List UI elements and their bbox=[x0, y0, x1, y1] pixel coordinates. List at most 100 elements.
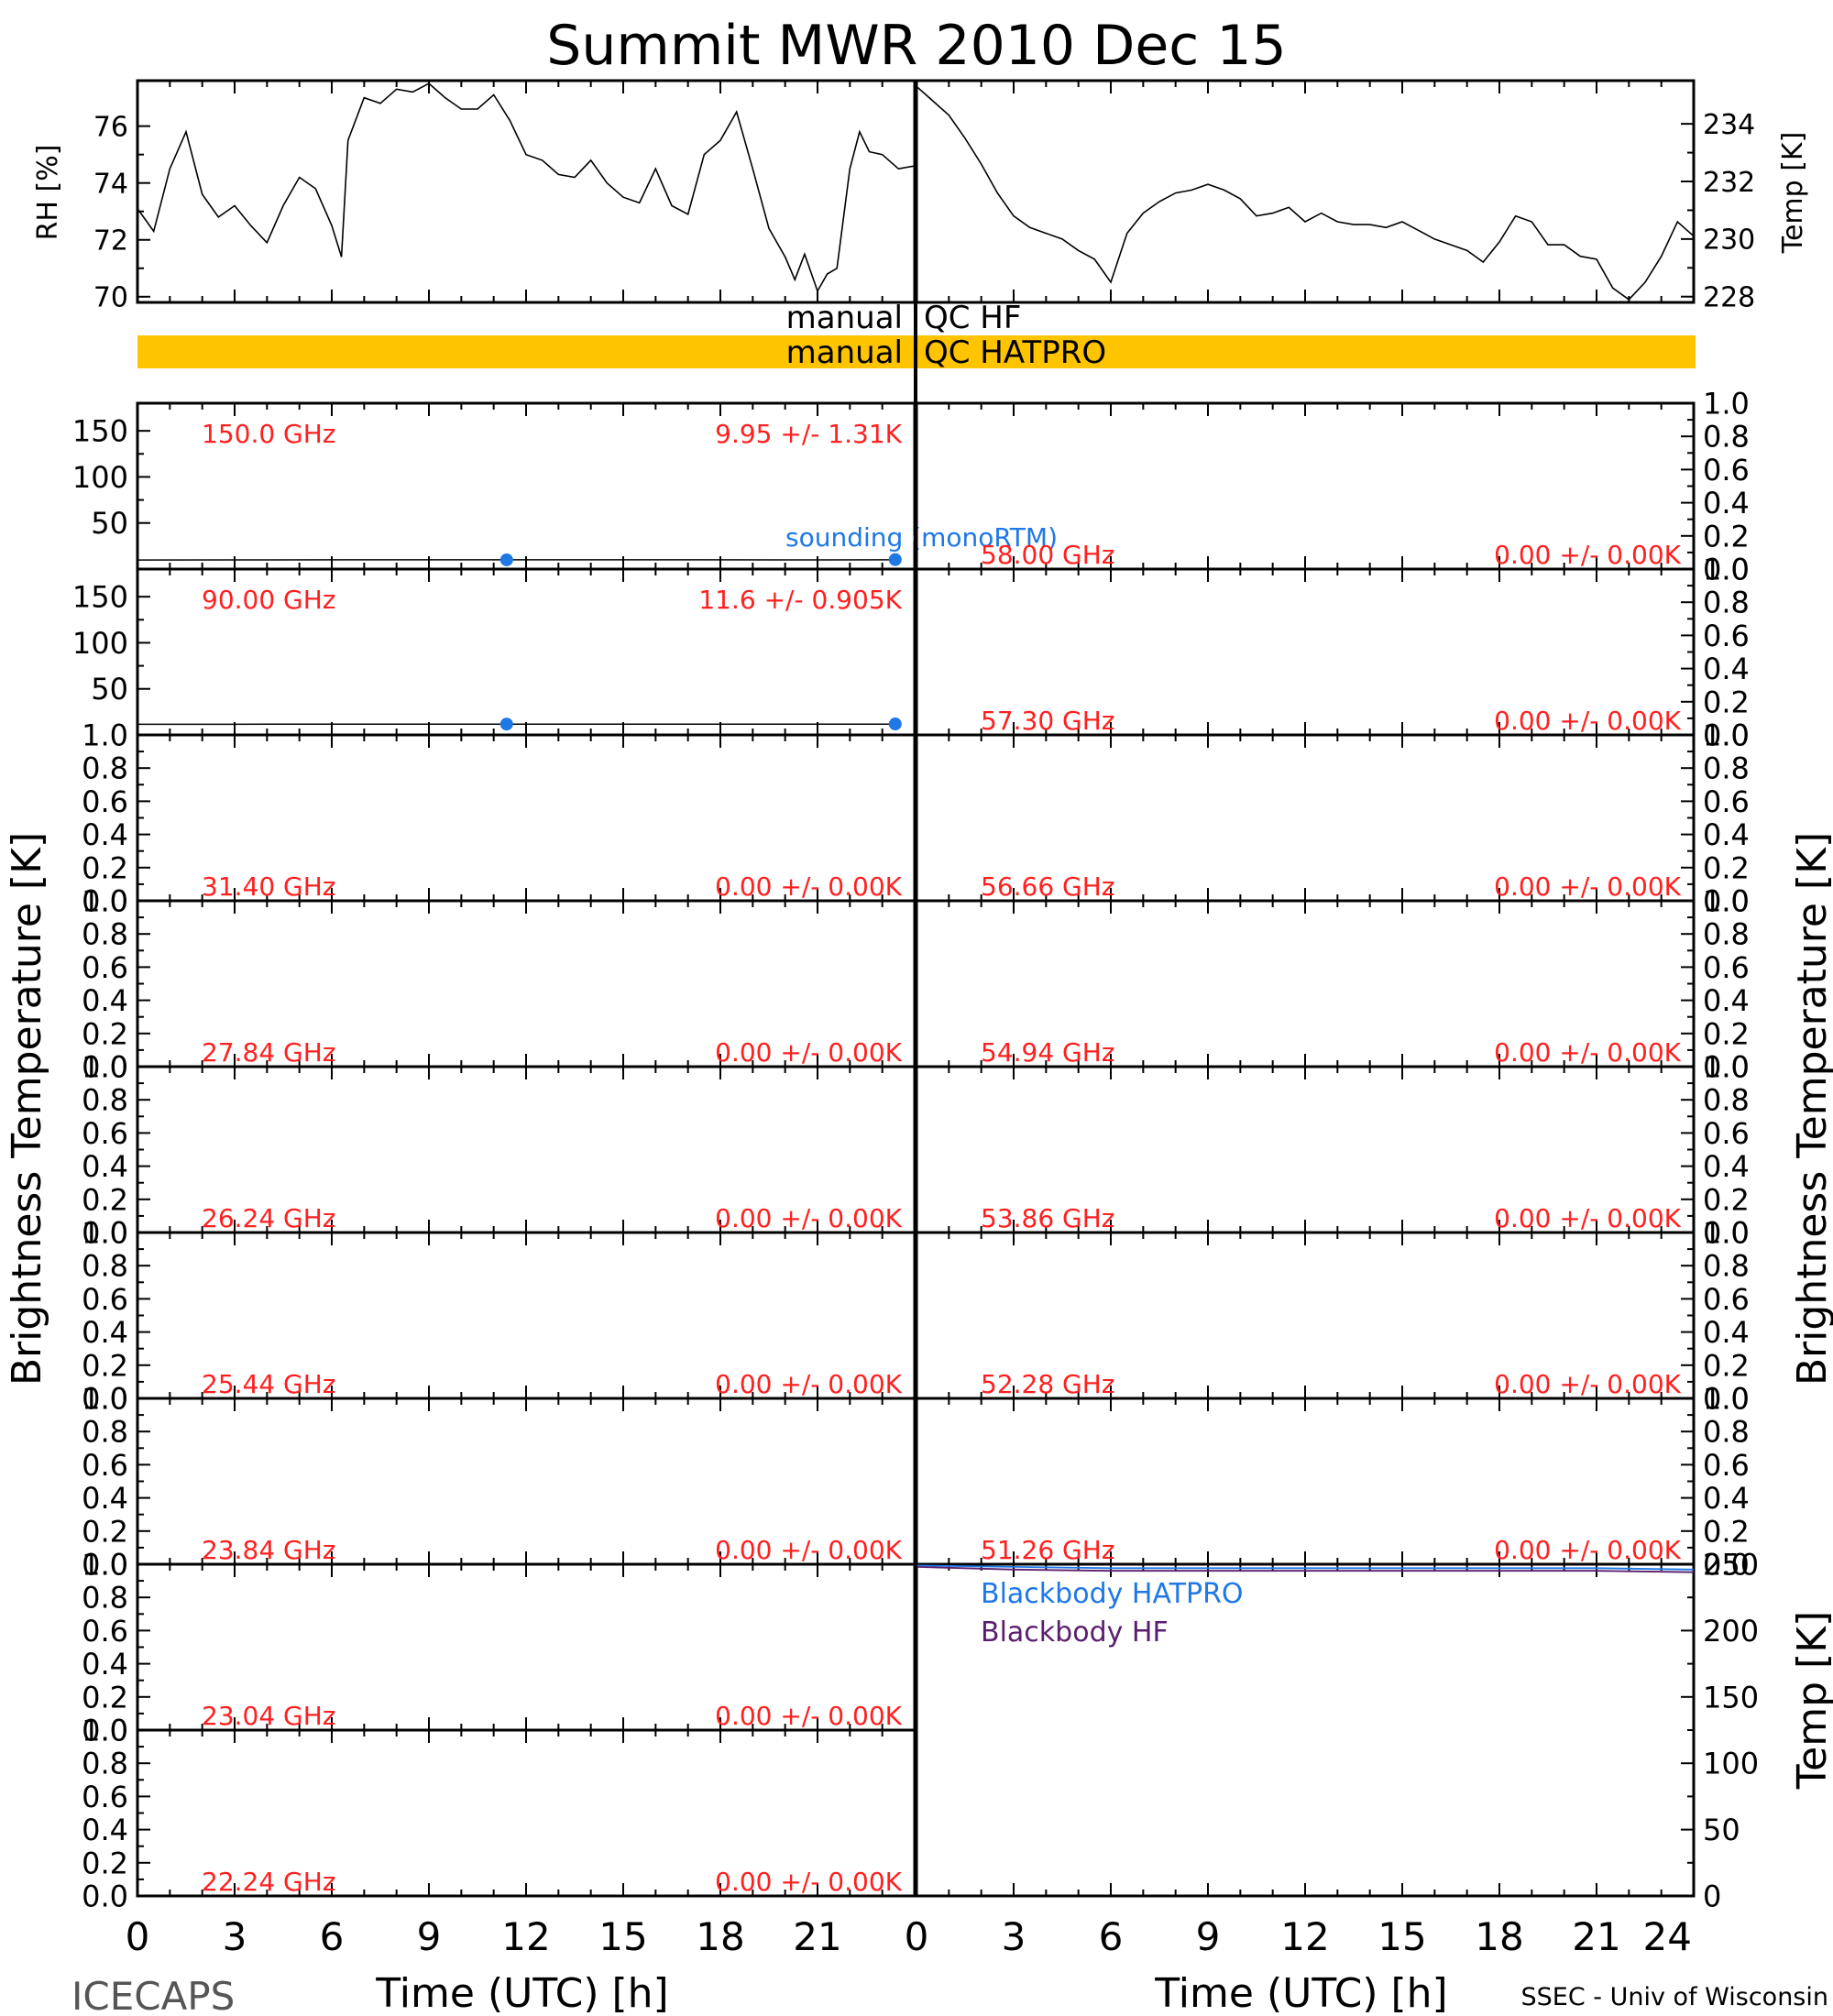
xtick-label-left: 0 bbox=[126, 1914, 150, 1959]
bt-26.24-axis-ytick-label: 0.2 bbox=[82, 1182, 128, 1217]
bt-27.84-axis-ytick-label: 0.0 bbox=[82, 1050, 128, 1085]
bt-25.44-axis-ytick-label: 0.6 bbox=[82, 1282, 128, 1317]
bt-27.84-axis-ytick-label: 0.6 bbox=[82, 950, 128, 985]
bt-56.66-axis-ytick-label: 0.8 bbox=[1703, 751, 1750, 786]
bt-25.44-axis-ytick-label: 0.0 bbox=[82, 1382, 128, 1417]
rh-ylabel: RH [%] bbox=[32, 145, 64, 241]
bt-ylabel-right: Brightness Temperature [K] bbox=[1789, 832, 1833, 1386]
bt-23.04-axis-ytick-label: 1.0 bbox=[82, 1548, 128, 1583]
bt-ylabel-left: Brightness Temperature [K] bbox=[4, 832, 50, 1386]
bt-31.40-freq-label: 31.40 GHz bbox=[202, 871, 336, 902]
bt-22.24-axis-ytick-label: 0.2 bbox=[82, 1846, 128, 1880]
bt-56.66-stats-label: 0.00 +/- 0.00K bbox=[1494, 871, 1681, 902]
xtick-label-left: 15 bbox=[598, 1914, 647, 1959]
bt-56.66-freq-label: 56.66 GHz bbox=[981, 871, 1115, 902]
xtick-label-right: 9 bbox=[1196, 1914, 1221, 1959]
bt-31.40-axis-ytick-label: 0.0 bbox=[82, 884, 128, 919]
xtick-label-right: 6 bbox=[1099, 1914, 1124, 1959]
bt-56.66-axis-ytick-label: 0.2 bbox=[1703, 850, 1750, 885]
bt-23.04-stats-label: 0.00 +/- 0.00K bbox=[715, 1701, 902, 1731]
bt-150-axis-ytick-label: 100 bbox=[72, 460, 128, 495]
bt-150-freq-label: 150.0 GHz bbox=[202, 419, 336, 449]
bt-25.44-axis-ytick-label: 0.2 bbox=[82, 1348, 128, 1383]
bt-52.28-freq-label: 52.28 GHz bbox=[981, 1369, 1115, 1399]
bt-51.26-axis-ytick-label: 0.0 bbox=[1703, 1548, 1750, 1583]
bt-54.94-axis-ytick-label: 0.8 bbox=[1703, 917, 1750, 952]
bt-52.28-axis-ytick-label: 0.6 bbox=[1703, 1282, 1750, 1317]
temp-ylabel: Temp [K] bbox=[1777, 132, 1809, 255]
bt-23.84-axis-ytick-label: 1.0 bbox=[82, 1382, 128, 1417]
xtick-label-left: 12 bbox=[501, 1914, 550, 1959]
bt-58.00-freq-label: 58.00 GHz bbox=[981, 540, 1115, 570]
xtick-label-right: 12 bbox=[1280, 1914, 1329, 1959]
xtick-label-right: 3 bbox=[1002, 1914, 1026, 1959]
blackbody-axis-ytick-label: 200 bbox=[1703, 1614, 1759, 1649]
bt-53.86-axis-ytick-label: 0.8 bbox=[1703, 1083, 1750, 1118]
bt-150-sounding-point bbox=[888, 553, 902, 566]
bt-58.00-axis-ytick-label: 0.6 bbox=[1703, 453, 1750, 488]
temp-axis-ytick-label: 232 bbox=[1703, 167, 1755, 199]
bt-22.24-freq-label: 22.24 GHz bbox=[202, 1867, 336, 1897]
xtick-label-left: 6 bbox=[320, 1914, 345, 1959]
temp-line bbox=[916, 85, 1695, 301]
qc-hf-label-right: QC HF bbox=[924, 300, 1021, 336]
footer-right: SSEC - Univ of Wisconsin bbox=[1521, 1983, 1828, 2011]
xtick-label-left: 18 bbox=[696, 1914, 744, 1959]
bt-22.24-axis-ytick-label: 0.4 bbox=[82, 1813, 128, 1847]
bt-23.84-axis-ytick-label: 0.4 bbox=[82, 1481, 128, 1516]
bt-58.00-axis-ytick-label: 1.0 bbox=[1703, 387, 1750, 422]
bt-56.66-axis-ytick-label: 0.4 bbox=[1703, 817, 1750, 852]
temp-axis-ytick-label: 228 bbox=[1703, 282, 1755, 314]
bt-57.30-freq-label: 57.30 GHz bbox=[981, 706, 1115, 736]
bt-25.44-axis-ytick-label: 0.4 bbox=[82, 1315, 128, 1350]
xtick-label-right: 21 bbox=[1572, 1914, 1620, 1959]
bt-51.26-stats-label: 0.00 +/- 0.00K bbox=[1494, 1535, 1681, 1565]
qc-hatpro-label-left: manual bbox=[786, 334, 903, 371]
bt-90-axis-ytick-label: 150 bbox=[72, 580, 128, 615]
xtick-label-right: 24 bbox=[1643, 1914, 1692, 1959]
rh-axis-ytick-label: 76 bbox=[93, 111, 128, 143]
bt-31.40-axis-ytick-label: 1.0 bbox=[82, 718, 128, 753]
bt-52.28-axis-ytick-label: 1.0 bbox=[1703, 1216, 1750, 1251]
bt-26.24-stats-label: 0.00 +/- 0.00K bbox=[715, 1203, 902, 1233]
qc-hatpro-label-right: QC HATPRO bbox=[924, 334, 1106, 371]
bt-56.66-axis-ytick-label: 1.0 bbox=[1703, 718, 1750, 753]
bt-26.24-axis-ytick-label: 1.0 bbox=[82, 1050, 128, 1085]
bt-53.86-freq-label: 53.86 GHz bbox=[981, 1203, 1115, 1233]
bt-23.84-axis-ytick-label: 0.0 bbox=[82, 1548, 128, 1583]
bt-51.26-axis-ytick-label: 0.4 bbox=[1703, 1481, 1750, 1516]
bt-26.24-freq-label: 26.24 GHz bbox=[202, 1203, 336, 1233]
bt-31.40-stats-label: 0.00 +/- 0.00K bbox=[715, 871, 902, 902]
bt-57.30-axis-ytick-label: 0.6 bbox=[1703, 619, 1750, 653]
bt-22.24-axis-ytick-label: 1.0 bbox=[82, 1714, 128, 1748]
xaxis-label-right: Time (UTC) [h] bbox=[1154, 1970, 1447, 2016]
figure-title: Summit MWR 2010 Dec 15 bbox=[546, 14, 1286, 78]
bt-150-sounding-label: sounding (monoRTM) bbox=[785, 522, 1058, 553]
blackbody-axis-ytick-label: 250 bbox=[1703, 1548, 1759, 1583]
bt-25.44-axis-ytick-label: 0.8 bbox=[82, 1249, 128, 1284]
bt-27.84-axis-ytick-label: 0.2 bbox=[82, 1016, 128, 1051]
bt-51.26-axis-ytick-label: 1.0 bbox=[1703, 1382, 1750, 1417]
bt-25.44-axis-ytick-label: 1.0 bbox=[82, 1216, 128, 1251]
bt-23.84-freq-label: 23.84 GHz bbox=[202, 1535, 336, 1565]
bt-26.24-axis-ytick-label: 0.8 bbox=[82, 1083, 128, 1118]
bt-90-stats-label: 11.6 +/- 0.905K bbox=[698, 585, 902, 615]
bt-51.26-freq-label: 51.26 GHz bbox=[981, 1535, 1115, 1565]
bt-58.00-axis-ytick-label: 0.8 bbox=[1703, 420, 1750, 455]
bt-23.84-axis-ytick-label: 0.6 bbox=[82, 1448, 128, 1483]
bt-51.26-axis-ytick-label: 0.8 bbox=[1703, 1415, 1750, 1450]
xtick-label-left: 3 bbox=[223, 1914, 247, 1959]
bt-52.28-axis-ytick-label: 0.4 bbox=[1703, 1315, 1750, 1350]
bt-52.28-axis-ytick-label: 0.0 bbox=[1703, 1382, 1750, 1417]
blackbody-axis-ytick-label: 100 bbox=[1703, 1747, 1759, 1781]
bt-52.28-axis-ytick-label: 0.2 bbox=[1703, 1348, 1750, 1383]
blackbody-axis-ytick-label: 150 bbox=[1703, 1680, 1759, 1715]
bt-53.86-axis-ytick-label: 0.2 bbox=[1703, 1182, 1750, 1217]
xtick-label-right: 0 bbox=[905, 1914, 929, 1959]
bt-23.04-axis-ytick-label: 0.6 bbox=[82, 1614, 128, 1649]
bt-54.94-axis-ytick-label: 0.6 bbox=[1703, 950, 1750, 985]
bt-52.28-stats-label: 0.00 +/- 0.00K bbox=[1494, 1369, 1681, 1399]
footer-left: ICECAPS bbox=[71, 1974, 235, 2016]
blackbody-legend-0: Blackbody HATPRO bbox=[981, 1578, 1244, 1610]
xtick-label-left: 9 bbox=[417, 1914, 442, 1959]
